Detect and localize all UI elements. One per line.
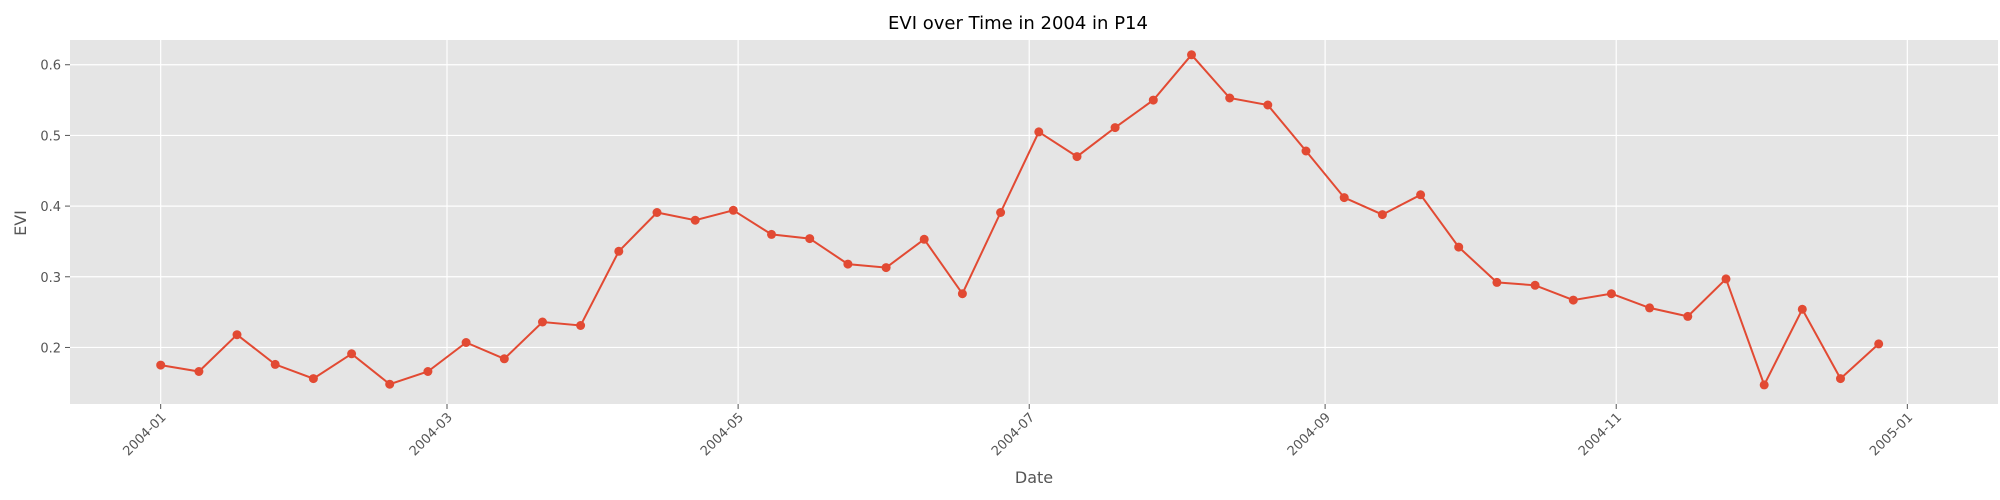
data-point bbox=[957, 289, 967, 299]
x-tick-label: 2004-05 bbox=[698, 410, 747, 459]
y-tick-label: 0.2 bbox=[40, 341, 61, 356]
data-point bbox=[194, 367, 204, 376]
y-tick-label: 0.3 bbox=[40, 271, 61, 286]
x-tick-label: 2005-01 bbox=[1867, 410, 1916, 459]
evi-series-line bbox=[160, 53, 1880, 388]
data-point bbox=[1721, 274, 1731, 284]
x-tick-label: 2004-09 bbox=[1285, 410, 1334, 459]
data-point bbox=[1263, 100, 1273, 110]
data-point bbox=[919, 234, 929, 244]
data-point bbox=[1225, 93, 1235, 103]
data-point bbox=[1683, 311, 1693, 321]
x-axis: 2004-01 2004-03 2004-05 2004-07 2004-09 2004-… bbox=[120, 404, 1916, 459]
data-point bbox=[728, 205, 738, 215]
data-point bbox=[996, 208, 1006, 217]
data-point bbox=[538, 317, 547, 327]
y-tick-label: 0.6 bbox=[40, 59, 61, 74]
plot-area bbox=[70, 40, 1998, 404]
evi-series-markers bbox=[156, 50, 1884, 390]
grid-lines bbox=[70, 40, 1998, 404]
y-axis: 0.2 0.3 0.4 0.5 0.6 bbox=[40, 59, 70, 356]
data-point bbox=[1339, 193, 1349, 203]
data-point bbox=[767, 229, 776, 239]
data-point bbox=[1416, 190, 1426, 200]
data-point bbox=[1530, 280, 1540, 290]
data-point bbox=[1301, 146, 1311, 156]
x-tick-label: 2004-01 bbox=[120, 410, 169, 459]
x-tick-label: 2004-03 bbox=[407, 410, 456, 459]
data-point bbox=[1034, 127, 1044, 137]
data-point bbox=[270, 359, 280, 369]
data-point bbox=[805, 234, 815, 244]
data-point bbox=[843, 259, 853, 269]
data-point bbox=[1836, 374, 1845, 384]
data-point bbox=[499, 354, 509, 364]
data-point bbox=[576, 321, 586, 330]
y-tick-label: 0.5 bbox=[40, 129, 61, 144]
data-point bbox=[308, 374, 318, 384]
data-point bbox=[1072, 152, 1082, 162]
data-point bbox=[461, 338, 471, 347]
x-tick-label: 2004-07 bbox=[989, 410, 1038, 459]
data-point bbox=[1797, 304, 1807, 314]
data-point bbox=[881, 263, 891, 273]
data-point bbox=[690, 215, 700, 225]
data-point bbox=[1187, 50, 1196, 60]
data-point bbox=[1606, 289, 1616, 299]
x-tick-label: 2004-11 bbox=[1576, 410, 1625, 459]
data-point bbox=[1759, 380, 1769, 390]
data-point bbox=[1110, 123, 1120, 133]
data-point bbox=[1148, 95, 1158, 105]
data-point bbox=[1568, 295, 1578, 305]
data-point bbox=[1454, 242, 1464, 252]
data-point bbox=[614, 246, 624, 256]
data-point bbox=[1645, 303, 1655, 313]
data-point bbox=[385, 379, 395, 389]
chart-title: EVI over Time in 2004 in P14 bbox=[888, 13, 1148, 34]
data-point bbox=[1377, 210, 1387, 220]
data-point bbox=[156, 360, 166, 370]
data-point bbox=[232, 330, 242, 340]
y-tick-label: 0.4 bbox=[40, 200, 61, 215]
data-point bbox=[347, 349, 357, 359]
y-axis-label: EVI bbox=[11, 210, 30, 236]
data-point bbox=[1874, 339, 1884, 349]
data-point bbox=[1492, 277, 1502, 287]
x-axis-label: Date bbox=[1015, 468, 1053, 487]
data-point bbox=[423, 367, 433, 376]
data-point bbox=[652, 208, 662, 217]
